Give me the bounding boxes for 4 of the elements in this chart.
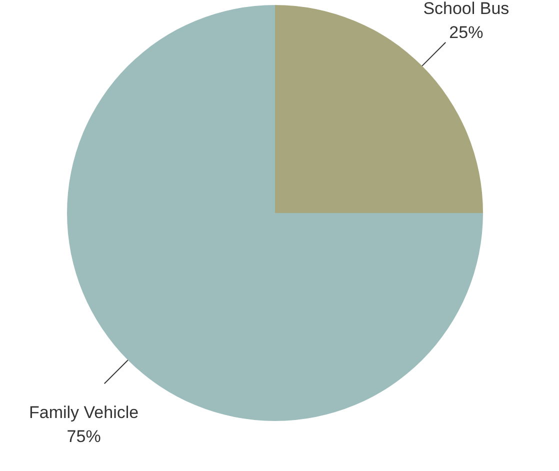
slice-label: School Bus xyxy=(423,0,510,18)
slice-label: Family Vehicle xyxy=(28,403,139,422)
data-label: 75% xyxy=(66,427,101,446)
data-label: 25% xyxy=(449,22,484,42)
